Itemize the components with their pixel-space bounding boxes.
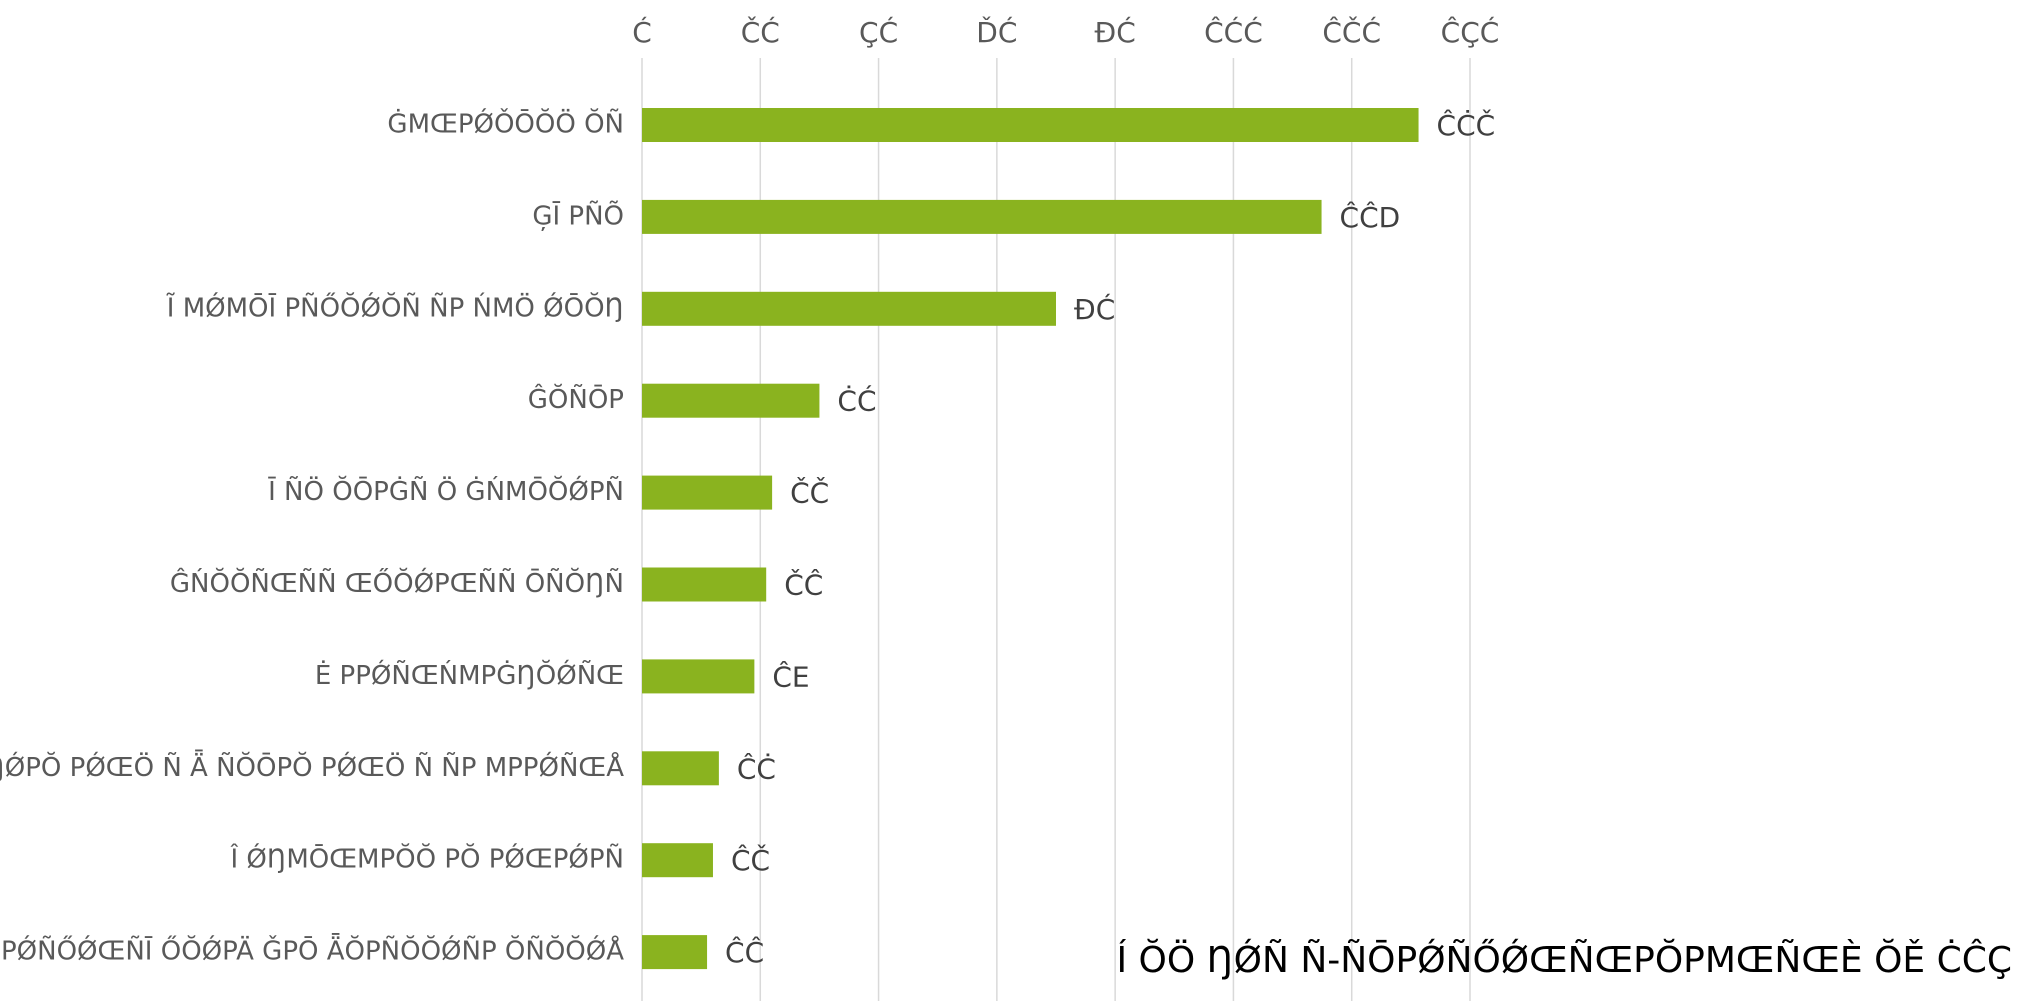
bar — [642, 659, 755, 694]
bar — [642, 199, 1322, 234]
bar — [642, 108, 1419, 142]
x-axis-tick-labels: Ć ČĆ ÇĆ ĎĆ ĐĆ ĈĆĆ ĈČĆ ĈÇĆ — [632, 15, 1499, 49]
value-label: ĐĆ — [1074, 292, 1115, 326]
x-tick-label: Ć — [632, 15, 652, 49]
value-label: ĈČ — [731, 843, 770, 877]
category-label: Ė PPǾÑŒŃMPĠŊŎǾÑŒ — [315, 659, 624, 691]
value-labels: ĈĊČ ĈĈD ĐĆ ĊĆ ČČ ČĈ ĈE ĈĊ ĈČ ĈĈ — [725, 108, 1495, 969]
bars — [642, 108, 1419, 970]
value-label: ČČ — [790, 476, 829, 510]
category-label: Ė ŊǾPŎ PǾŒÖ Ñ Ǟ ÑŎŌPŎ PǾŒÖ Ñ ÑP MPPǾÑŒÅ — [0, 749, 624, 783]
bar — [642, 751, 719, 786]
category-labels: ĠMŒPǾǑŌŎÖ ŎÑ ĢĪ PÑÕ Ĩ MǾMŌĪ PÑŐŎǾŎÑ ÑP ŃMÖ… — [0, 108, 624, 967]
x-tick-label: ĈČĆ — [1322, 15, 1381, 49]
x-tick-label: ÇĆ — [859, 15, 898, 49]
x-tick-label: ČĆ — [741, 15, 780, 49]
value-label: ĈĈD — [1340, 200, 1401, 234]
x-tick-label: ĈĆĆ — [1204, 15, 1263, 49]
bar — [642, 567, 767, 602]
value-label: ĈE — [772, 659, 809, 693]
category-label: ĜŃŎŎÑŒÑÑ ŒŐŎǾPŒÑÑ ŌÑŎŊÑ — [170, 567, 624, 599]
value-label: ĊĆ — [837, 384, 876, 418]
category-label: ĠMŒPǾǑŌŎÖ ŎÑ — [387, 108, 624, 140]
category-label: ĢĪ PÑÕ — [532, 199, 624, 231]
value-label: ĈĊ — [737, 751, 776, 785]
value-label: ĈĈ — [725, 935, 764, 969]
bar — [642, 383, 820, 418]
bar — [642, 843, 713, 878]
category-label: ĜŎÑŌP — [528, 383, 624, 415]
x-tick-label: ĈÇĆ — [1441, 15, 1500, 49]
x-tick-label: ĎĆ — [976, 15, 1017, 49]
category-label: Ī ÑÖ ŎŌPĠÑ Ö ĠŃMŌŎǾPÑ — [268, 475, 624, 507]
category-label: ĜŌPǾÑŐǾŒÑĪ ŐŎǾPÄ ǦPŌ ǞŎPÑŎŎǾÑP ŎÑŎŎǾÅ — [0, 933, 624, 967]
category-label: Î ǾŊMŌŒMPŎŎ PŎ PǾŒPǾPÑ — [229, 843, 624, 875]
bar — [642, 291, 1056, 326]
category-label: Ĩ MǾMŌĪ PÑŐŎǾŎÑ ÑP ŃMÖ ǾŌŎŊ — [166, 291, 624, 323]
value-label: ĈĊČ — [1437, 108, 1496, 142]
bar — [642, 935, 708, 970]
bar — [642, 475, 773, 510]
footnote: Í ŎÖ ŊǾÑ Ñ-ÑŌPǾÑŐǾŒÑŒPŎPMŒÑŒÈ ŎĚ ĊĈÇ — [1116, 940, 2013, 981]
x-tick-label: ĐĆ — [1095, 15, 1136, 49]
value-label: ČĈ — [784, 568, 823, 602]
